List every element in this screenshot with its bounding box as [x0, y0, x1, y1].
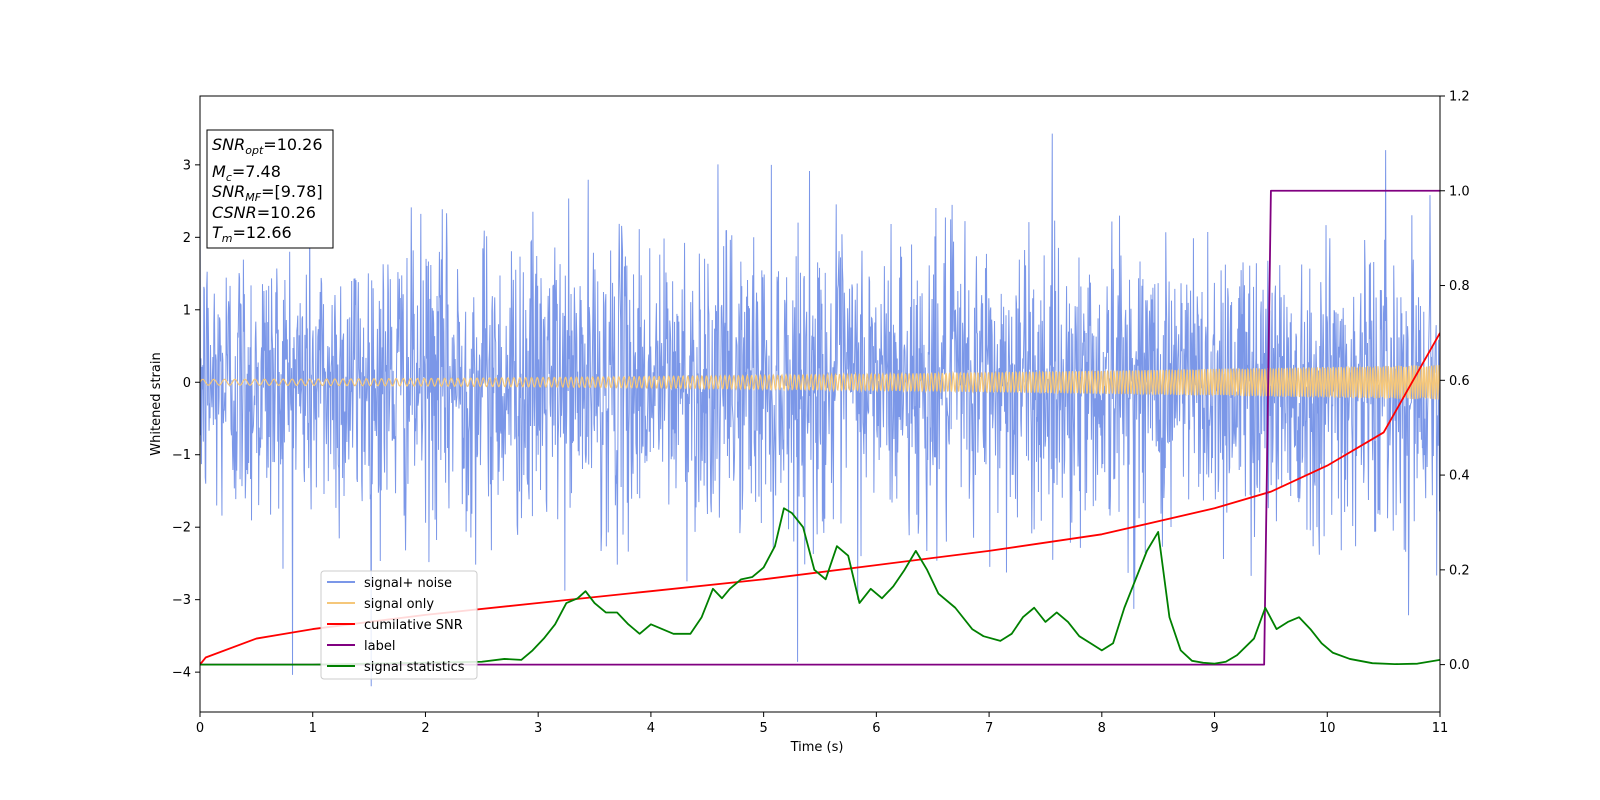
annotation-box: SNRopt=10.26 Mc=7.48 SNRMF=[9.78] CSNR=1…: [206, 129, 334, 249]
annotation-tm-value: 12.66: [246, 223, 292, 242]
series-signal-noise: [200, 133, 1440, 687]
x-tick-label: 3: [534, 721, 542, 736]
y-axis-label: Whitened strain: [149, 352, 164, 455]
plot-frame: [199, 95, 1441, 713]
x-tick-label: 4: [647, 721, 655, 736]
y-left-tick-label: 3: [183, 158, 191, 173]
ticks-layer: 0 1 2 3 4 5 6 7 8 9 10 11 −4 −3 −2 −1 0 1 2 3 0.0 0.2 0.4 0.6 0.…: [172, 90, 1470, 737]
x-tick-label: 7: [985, 721, 993, 736]
annotation-mc-value: 7.48: [245, 162, 281, 181]
y-left-tick-label: 1: [183, 303, 191, 318]
legend-label-signal-only: signal only: [364, 597, 434, 612]
series-label: [200, 189, 1440, 666]
y-left-tick-label: 0: [183, 376, 191, 391]
x-tick-label: 6: [872, 721, 880, 736]
y-right-tick-label: 0.2: [1449, 563, 1470, 578]
y-left-tick-label: −3: [172, 593, 191, 608]
annotation-frame: [206, 129, 334, 249]
legend-frame: [320, 570, 478, 680]
x-tick-label: 0: [196, 721, 204, 736]
x-tick-label: 9: [1210, 721, 1218, 736]
x-tick-label: 11: [1432, 721, 1449, 736]
legend-label-cumulative-snr: cumilative SNR: [364, 618, 463, 633]
legend-label-signal-statistics: signal statistics: [364, 660, 465, 675]
x-tick-label: 10: [1319, 721, 1336, 736]
y-right-tick-label: 0.8: [1449, 279, 1470, 294]
y-right-tick-label: 0.6: [1449, 374, 1470, 389]
y-right-tick-label: 0.0: [1449, 658, 1470, 673]
annotation-tm: Tm=12.66: [212, 223, 292, 245]
y-right-tick-label: 0.4: [1449, 469, 1470, 484]
annotation-snr-opt: SNRopt=10.26: [212, 135, 323, 157]
legend-label-signal-noise: signal+ noise: [364, 576, 452, 591]
annotation-csnr-value: 10.26: [270, 203, 316, 222]
y-right-tick-label: 1.0: [1449, 184, 1470, 199]
series-signal-statistics: [200, 507, 1440, 666]
annotation-snr-mf: SNRMF=[9.78]: [212, 182, 323, 204]
y-left-tick-label: −1: [172, 448, 191, 463]
x-tick-label: 1: [309, 721, 317, 736]
y-right-tick-label: 1.2: [1449, 90, 1470, 105]
y-left-tick-label: 2: [183, 231, 191, 246]
annotation-snr-opt-value: 10.26: [277, 135, 323, 154]
annotation-snr-mf-value: [9.78]: [274, 182, 322, 201]
y-left-tick-label: −4: [172, 666, 191, 681]
x-tick-label: 8: [1098, 721, 1106, 736]
legend: signal+ noise signal only cumilative SNR…: [320, 570, 478, 680]
x-axis-label: Time (s): [790, 740, 844, 755]
annotation-csnr: CSNR=10.26: [212, 203, 316, 222]
series-layer: [200, 133, 1440, 687]
x-tick-label: 5: [759, 721, 767, 736]
y-left-tick-label: −2: [172, 521, 191, 536]
annotation-mc: Mc=7.48: [212, 162, 281, 184]
series-cumulative-snr: [200, 332, 1440, 666]
series-signal-only: [200, 364, 1440, 400]
x-tick-label: 2: [421, 721, 429, 736]
legend-label-label: label: [364, 639, 395, 654]
